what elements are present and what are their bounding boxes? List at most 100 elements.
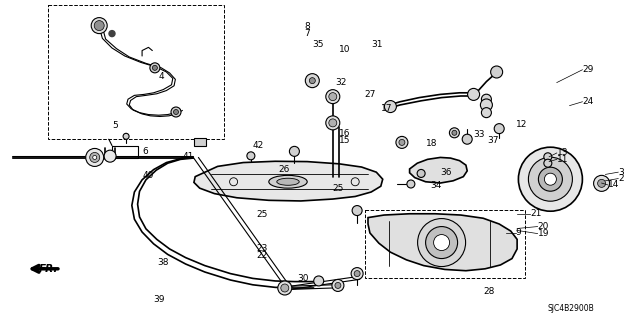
Bar — [194, 138, 205, 147]
Circle shape — [92, 18, 108, 34]
Text: 25: 25 — [333, 184, 344, 193]
Text: 40: 40 — [142, 171, 154, 180]
Text: 35: 35 — [312, 40, 324, 49]
Text: 24: 24 — [582, 97, 594, 106]
Text: 8: 8 — [304, 22, 310, 31]
Circle shape — [417, 170, 425, 177]
Circle shape — [278, 281, 292, 295]
Circle shape — [399, 140, 405, 145]
Circle shape — [171, 107, 181, 117]
Text: 21: 21 — [530, 209, 541, 218]
Circle shape — [462, 134, 472, 144]
Circle shape — [352, 205, 362, 216]
Text: 41: 41 — [182, 152, 194, 161]
Text: 18: 18 — [426, 139, 438, 148]
Ellipse shape — [277, 178, 300, 185]
Circle shape — [354, 271, 360, 276]
Text: 36: 36 — [440, 168, 452, 177]
Polygon shape — [194, 161, 383, 201]
Circle shape — [598, 179, 605, 187]
Circle shape — [329, 119, 337, 127]
Circle shape — [326, 116, 340, 130]
Text: 27: 27 — [365, 90, 376, 99]
Text: 14: 14 — [608, 180, 620, 189]
Text: 11: 11 — [557, 155, 568, 164]
Circle shape — [123, 133, 129, 139]
Circle shape — [247, 152, 255, 160]
Text: 28: 28 — [483, 287, 495, 296]
Circle shape — [351, 268, 363, 280]
Circle shape — [93, 156, 97, 159]
Text: 29: 29 — [582, 65, 594, 74]
Circle shape — [529, 157, 572, 201]
Circle shape — [518, 147, 582, 211]
Circle shape — [152, 65, 157, 70]
Text: 33: 33 — [474, 130, 485, 139]
Text: 38: 38 — [157, 258, 168, 267]
Text: 13: 13 — [557, 148, 568, 157]
Circle shape — [481, 99, 492, 111]
Circle shape — [329, 92, 337, 100]
Text: 3: 3 — [618, 168, 624, 177]
Circle shape — [281, 284, 289, 292]
Text: 5: 5 — [113, 121, 118, 130]
Text: 34: 34 — [430, 181, 442, 190]
Circle shape — [544, 159, 552, 167]
Circle shape — [332, 279, 344, 292]
Circle shape — [449, 128, 460, 138]
Ellipse shape — [269, 175, 307, 188]
Circle shape — [335, 283, 341, 288]
Text: 37: 37 — [488, 136, 499, 145]
Circle shape — [452, 130, 457, 135]
Text: 26: 26 — [278, 165, 290, 174]
Circle shape — [434, 235, 449, 251]
Circle shape — [385, 100, 396, 113]
Text: 31: 31 — [371, 40, 383, 49]
Polygon shape — [368, 214, 517, 271]
Circle shape — [309, 78, 316, 84]
Text: 7: 7 — [304, 29, 310, 38]
Bar — [365, 210, 525, 278]
Text: SJC4B2900B: SJC4B2900B — [547, 304, 594, 313]
Circle shape — [417, 219, 466, 267]
Text: 22: 22 — [256, 252, 268, 260]
Circle shape — [326, 90, 340, 104]
Circle shape — [173, 109, 179, 115]
Circle shape — [104, 150, 116, 162]
Text: FR.: FR. — [38, 264, 58, 274]
Polygon shape — [410, 157, 467, 183]
Text: 19: 19 — [538, 229, 549, 238]
Circle shape — [544, 153, 552, 161]
Circle shape — [305, 74, 319, 88]
Text: 12: 12 — [516, 120, 527, 129]
Circle shape — [481, 94, 492, 104]
Circle shape — [407, 180, 415, 188]
Text: 16: 16 — [339, 129, 351, 138]
Circle shape — [426, 227, 458, 259]
Circle shape — [468, 88, 479, 100]
Text: 4: 4 — [159, 72, 164, 81]
Text: 9: 9 — [516, 228, 522, 237]
Text: 42: 42 — [253, 141, 264, 150]
Circle shape — [314, 276, 324, 286]
Circle shape — [94, 20, 104, 31]
Circle shape — [491, 66, 502, 78]
Text: 6: 6 — [142, 148, 148, 156]
Text: 2: 2 — [618, 174, 624, 183]
Circle shape — [90, 152, 100, 163]
Circle shape — [150, 63, 160, 73]
Text: 30: 30 — [298, 274, 309, 283]
Text: 17: 17 — [381, 104, 392, 113]
Text: 20: 20 — [538, 222, 549, 231]
Text: 32: 32 — [335, 78, 347, 87]
Circle shape — [494, 124, 504, 134]
Circle shape — [545, 173, 556, 185]
Text: 39: 39 — [154, 295, 165, 304]
Text: 25: 25 — [256, 210, 268, 219]
Circle shape — [396, 136, 408, 148]
Bar — [48, 5, 224, 139]
Circle shape — [109, 31, 115, 36]
Circle shape — [289, 146, 300, 156]
Text: 23: 23 — [256, 244, 268, 253]
Text: 10: 10 — [339, 45, 351, 54]
